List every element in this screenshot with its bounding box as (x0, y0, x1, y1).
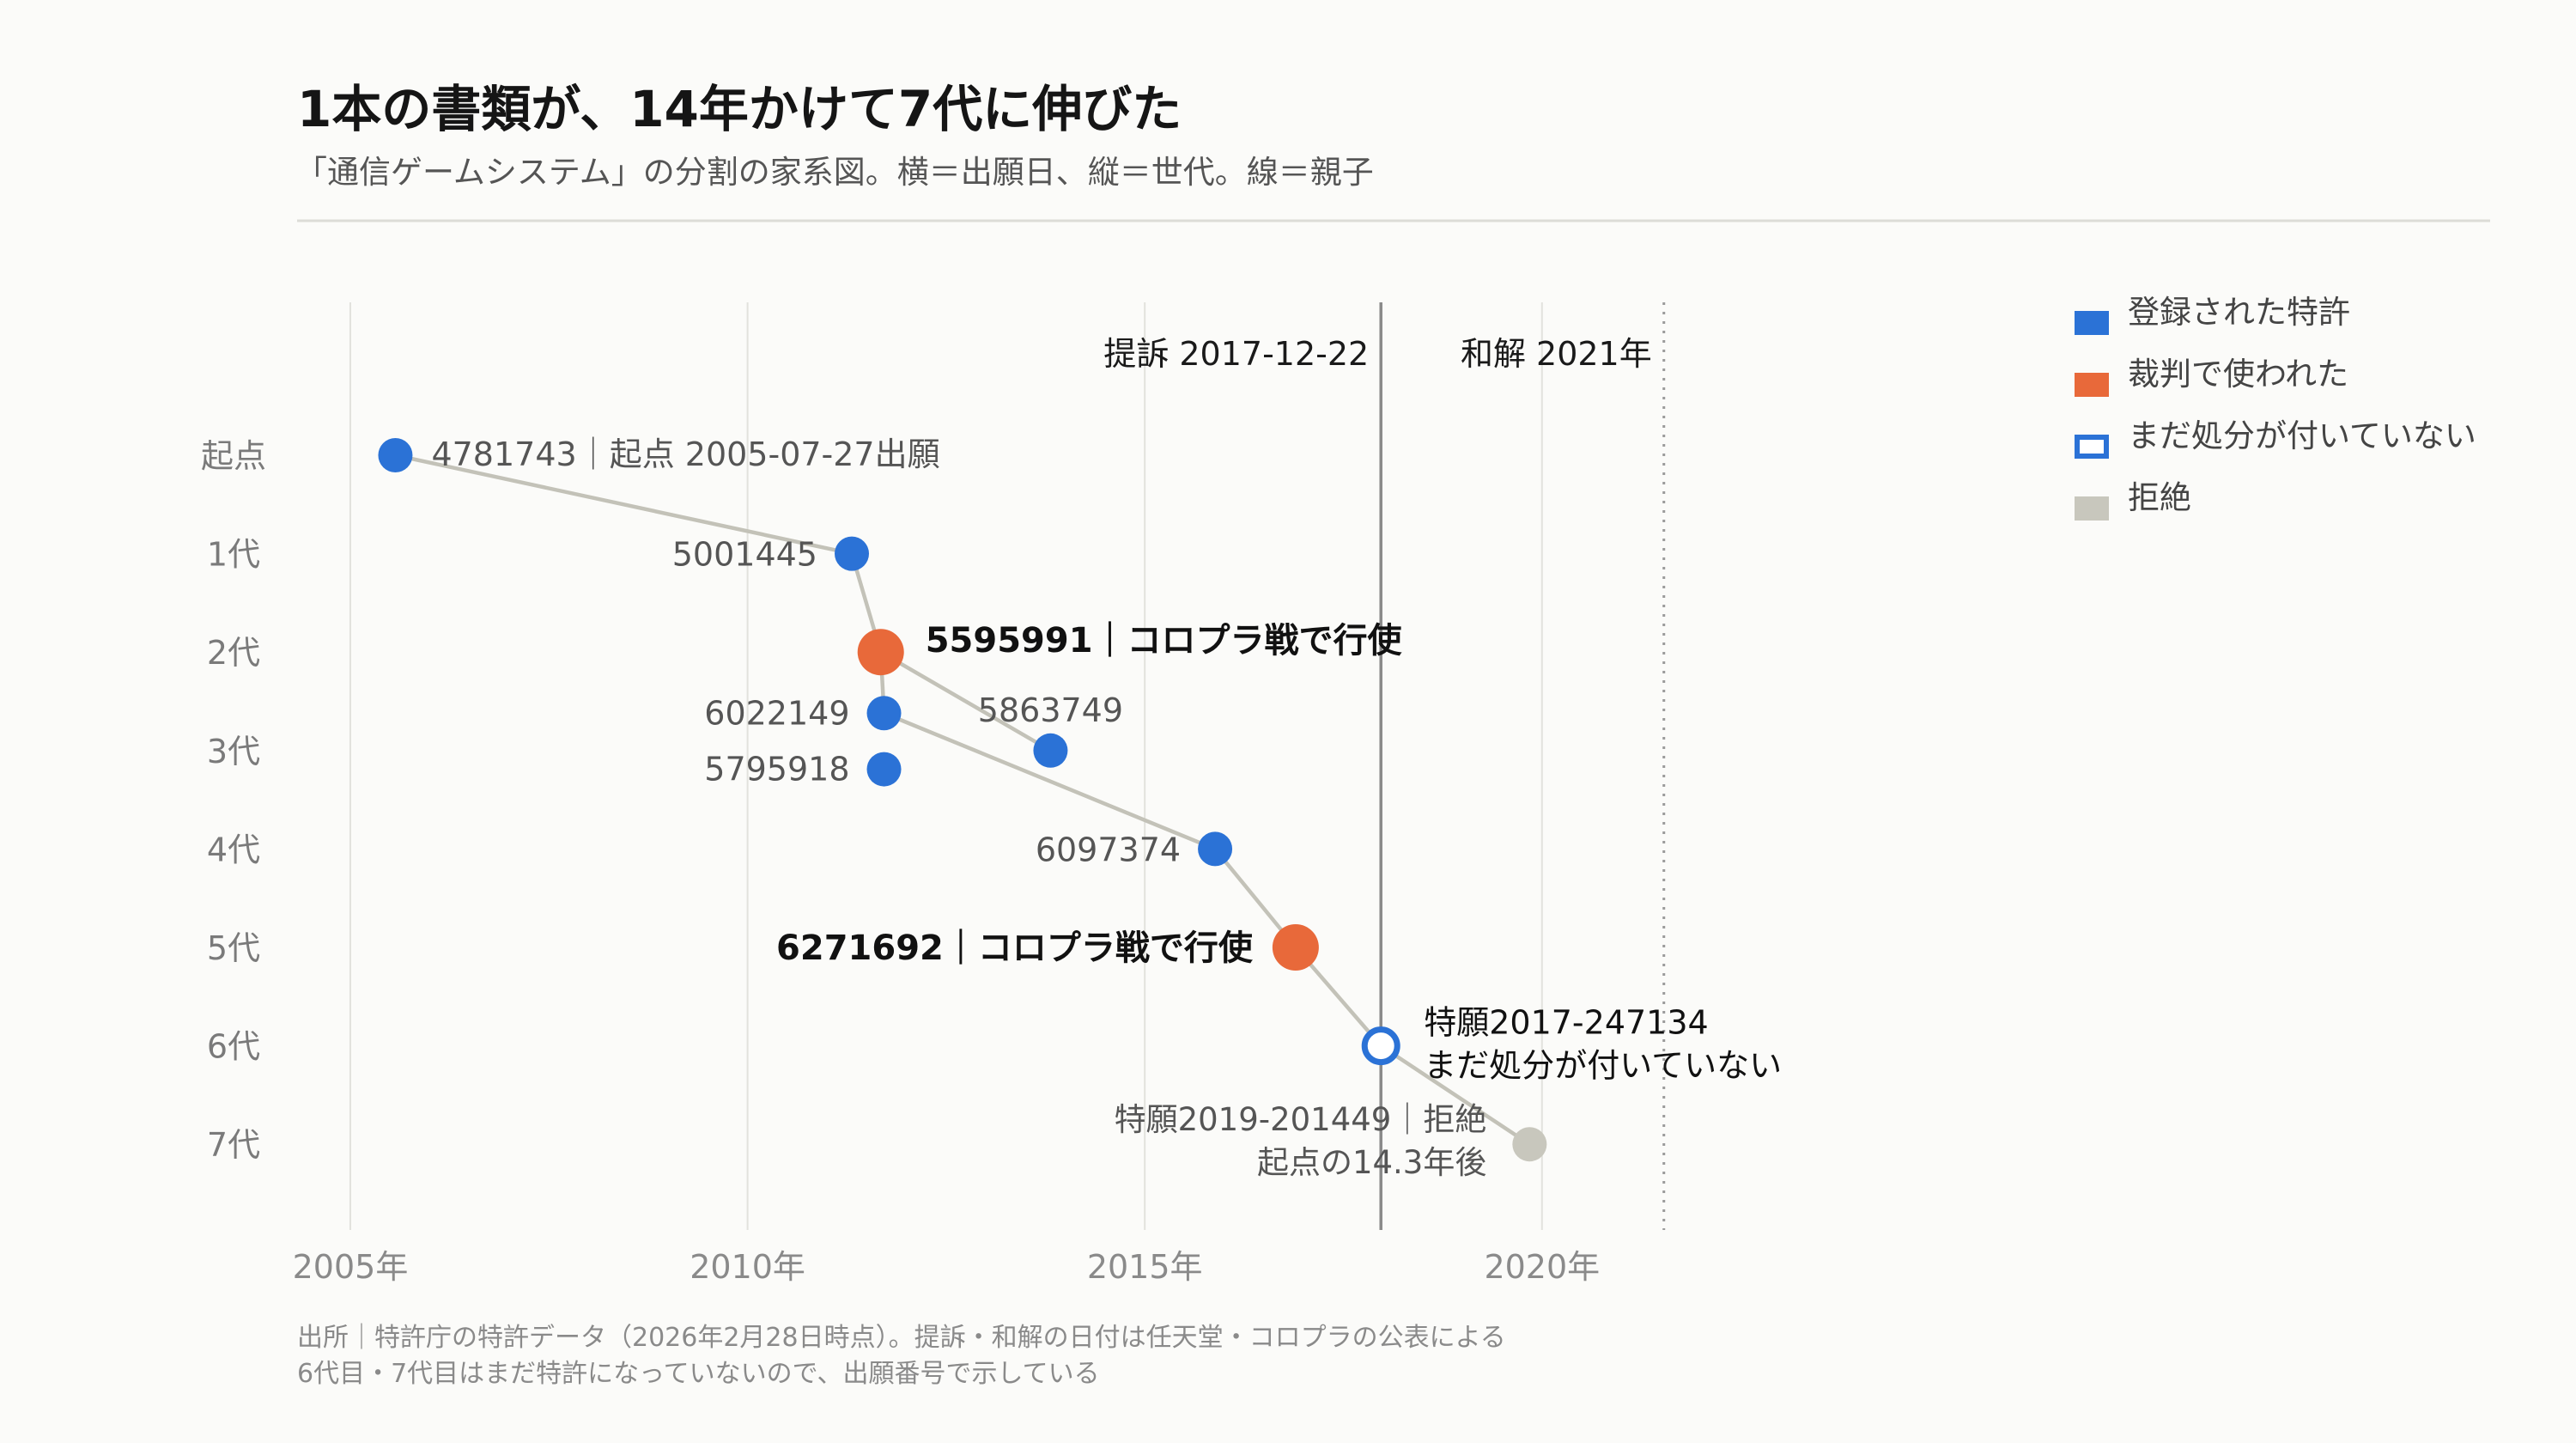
data-label: 特願2019-201449｜拒絶 (1115, 1101, 1487, 1138)
legend-swatch (2075, 435, 2109, 459)
data-label: 5795918 (704, 751, 849, 788)
legend-label: 登録された特許 (2128, 294, 2350, 331)
data-label: 5863749 (978, 691, 1123, 729)
data-label: まだ処分が付いていない (1424, 1047, 1782, 1085)
data-label: 起点の14.3年後 (1257, 1144, 1486, 1181)
data-point (835, 536, 870, 571)
data-label: 5595991｜コロプラ戦で行使 (926, 621, 1403, 661)
data-point (866, 696, 902, 731)
x-tick-label: 2010年 (690, 1248, 805, 1286)
y-tick-label: 起点 (201, 437, 266, 475)
data-label: 特願2017-247134 (1424, 1004, 1708, 1042)
parent-child-link (883, 711, 1216, 851)
y-tick-label: 3代 (207, 733, 260, 770)
y-tick-label: 5代 (207, 929, 260, 967)
data-label: 4781743｜起点 2005-07-27出願 (431, 435, 939, 473)
y-tick-label: 6代 (207, 1028, 260, 1066)
y-tick-label: 2代 (207, 634, 260, 672)
legend-swatch (2075, 311, 2109, 335)
x-tick-label: 2020年 (1484, 1248, 1600, 1286)
legend-label: 拒絶 (2128, 479, 2191, 516)
event-label: 和解 2021年 (1461, 335, 1652, 373)
chart-subtitle: 「通信ゲームシステム」の分割の家系図。横＝出願日、縦＝世代。線＝親子 (295, 154, 1374, 191)
legend-swatch (2075, 373, 2109, 397)
data-point (1361, 1026, 1400, 1066)
legend-label: まだ処分が付いていない (2128, 417, 2476, 454)
data-point (1512, 1127, 1547, 1162)
footnote-note: 6代目・7代目はまだ特許になっていないので、出願番号で示している (297, 1359, 1100, 1389)
footnote-source: 出所｜特許庁の特許データ（2026年2月28日時点）。提訴・和解の日付は任天堂・… (297, 1323, 1506, 1353)
y-tick-label: 4代 (207, 831, 260, 868)
data-point (1272, 924, 1319, 971)
chart-title: 1本の書類が、14年かけて7代に伸びた (297, 80, 1182, 138)
legend-swatch (2075, 496, 2109, 521)
y-tick-label: 1代 (207, 536, 260, 574)
event-label: 提訴 2017-12-22 (1103, 335, 1369, 373)
data-label: 6271692｜コロプラ戦で行使 (776, 929, 1254, 968)
data-label: 5001445 (672, 536, 817, 574)
legend-label: 裁判で使われた (2128, 356, 2348, 393)
data-label: 6022149 (704, 694, 849, 732)
parent-child-link (394, 453, 853, 556)
x-tick-label: 2005年 (293, 1248, 409, 1286)
data-point (378, 438, 413, 472)
parent-child-link (879, 650, 1052, 752)
x-tick-label: 2015年 (1087, 1248, 1203, 1286)
y-tick-label: 7代 (207, 1126, 260, 1164)
parent-child-link (1379, 1044, 1531, 1147)
data-point (1033, 733, 1068, 768)
data-point (866, 752, 902, 787)
data-point (1198, 831, 1233, 867)
data-point (857, 629, 904, 676)
data-label: 6097374 (1036, 831, 1181, 868)
